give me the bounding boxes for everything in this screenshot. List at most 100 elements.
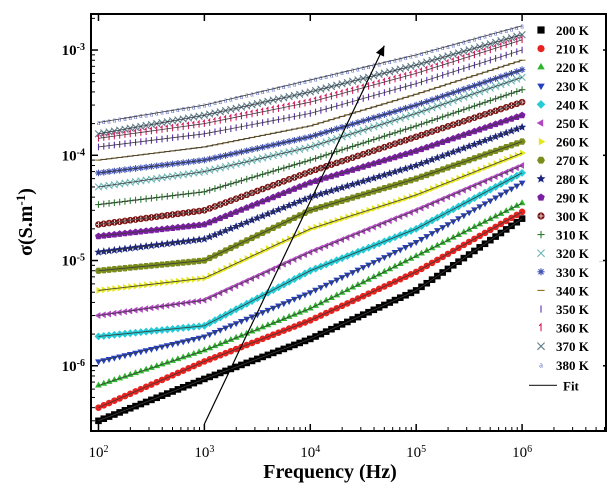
- legend-item: 370 K: [533, 338, 603, 355]
- data-point: [318, 94, 322, 103]
- data-point: [301, 251, 307, 259]
- data-point: [461, 53, 465, 62]
- data-point: [191, 120, 195, 129]
- fit-line: [98, 211, 523, 409]
- data-point: [518, 73, 526, 82]
- data-point: [486, 198, 494, 205]
- y-axis-label-close: ): [15, 188, 37, 195]
- data-point: [96, 133, 100, 142]
- data-point: [355, 84, 359, 93]
- data-point: [239, 257, 246, 265]
- data-point: [518, 122, 527, 131]
- data-point: [107, 132, 110, 141]
- data-point: [295, 253, 302, 261]
- legend-label: 360 K: [556, 321, 590, 336]
- data-point: [520, 35, 523, 44]
- legend-label: 280 K: [556, 172, 590, 187]
- legend-label: 330 K: [556, 265, 590, 280]
- legend-item: 200 K: [533, 22, 603, 38]
- data-point: [324, 93, 327, 102]
- data-point: [285, 258, 292, 266]
- legend-marker: [537, 193, 545, 201]
- data-point: [144, 127, 147, 135]
- data-point: [403, 71, 407, 80]
- data-point: [518, 138, 526, 145]
- data-point: [430, 63, 433, 72]
- fit-line: [98, 182, 523, 362]
- data-point: [423, 234, 431, 241]
- data-point: [313, 96, 317, 104]
- x-tick-label: 103: [194, 444, 214, 462]
- legend-label: 230 K: [556, 79, 590, 94]
- legend-marker: [536, 100, 546, 109]
- data-point: [149, 126, 152, 135]
- data-point: [504, 40, 507, 49]
- data-point: [221, 287, 228, 295]
- data-point: [435, 62, 438, 70]
- data-point: [116, 354, 124, 361]
- data-point: [471, 207, 478, 214]
- data-point: [138, 127, 142, 136]
- legend-item-bg: [533, 77, 603, 94]
- data-point: [99, 247, 108, 256]
- legend-marker: [537, 26, 545, 34]
- data-point: [148, 346, 155, 353]
- data-point: [271, 242, 278, 250]
- data-point: [244, 255, 251, 262]
- legend-marker: [536, 119, 544, 127]
- y-tick-label: 10-6: [62, 357, 85, 375]
- legend-item: 310 K: [533, 226, 603, 243]
- data-point: [157, 240, 167, 248]
- data-point: [518, 111, 526, 119]
- data-point: [223, 264, 230, 272]
- data-point: [518, 208, 526, 216]
- data-point: [195, 335, 203, 342]
- legend-item-bg: [533, 338, 603, 355]
- legend-item-bg: [533, 22, 603, 38]
- fit-line: [98, 114, 523, 237]
- data-point: [190, 336, 198, 343]
- data-point: [216, 289, 223, 297]
- legend-marker: [537, 268, 545, 276]
- fit-line: [98, 218, 523, 422]
- data-point: [95, 381, 102, 388]
- data-point: [169, 341, 177, 348]
- data-point: [128, 129, 131, 138]
- data-point: [263, 267, 270, 275]
- data-point: [465, 210, 473, 217]
- data-point: [100, 358, 108, 365]
- data-point: [179, 339, 187, 346]
- data-point: [115, 245, 124, 254]
- data-point: [195, 235, 204, 244]
- legend-marker: [537, 342, 545, 351]
- data-point: [329, 91, 333, 100]
- data-point: [234, 112, 237, 121]
- data-point: [518, 215, 526, 222]
- data-point: [163, 239, 172, 248]
- data-point: [142, 241, 151, 250]
- data-point: [112, 131, 115, 140]
- data-point: [202, 118, 205, 127]
- data-point: [276, 240, 283, 248]
- data-point: [412, 240, 420, 246]
- data-point: [497, 192, 505, 199]
- legend-item-bg: [533, 152, 603, 169]
- legend-label: 290 K: [556, 190, 590, 205]
- legend-item-bg: [533, 96, 603, 113]
- data-point: [408, 70, 412, 79]
- data-point: [271, 105, 274, 113]
- data-point: [218, 267, 225, 275]
- legend-item: 340 K: [533, 282, 603, 299]
- fit-line: [98, 59, 523, 161]
- data-point: [477, 48, 481, 57]
- legend-item: 330 K: [533, 263, 603, 280]
- data-point: [211, 291, 217, 299]
- data-point: [508, 186, 515, 193]
- data-point: [302, 98, 306, 107]
- legend-item-bg: [533, 208, 603, 224]
- data-point: [105, 356, 113, 363]
- x-tick-label: 104: [300, 444, 320, 462]
- legend-label: 350 K: [556, 302, 590, 317]
- data-point: [117, 130, 121, 139]
- fit-line: [98, 69, 523, 174]
